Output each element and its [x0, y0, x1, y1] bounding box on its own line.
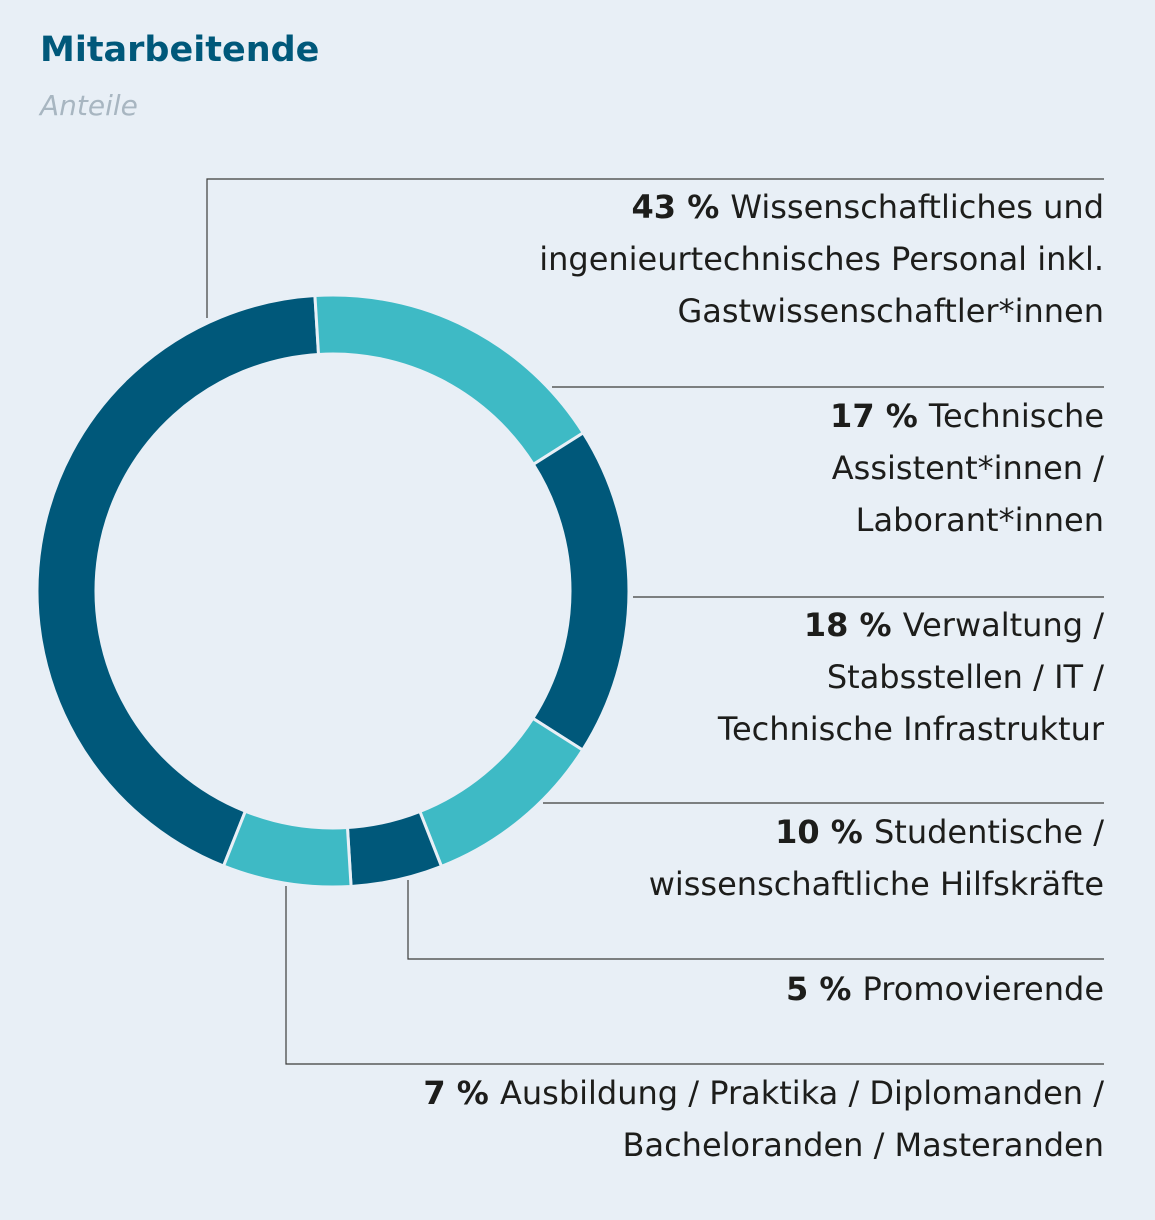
- slice-label-4-line-2: wissenschaftliche Hilfskräfte: [649, 865, 1104, 903]
- slice-label-3-line-1: 18 % Verwaltung /: [804, 606, 1104, 644]
- leader-line-1: [206, 178, 1104, 318]
- slice-label-4-line-1: 10 % Studentische /: [775, 813, 1104, 851]
- slice-label-1-line-2: ingenieurtechnisches Personal inkl.: [539, 240, 1104, 278]
- chart-title: Mitarbeitende: [40, 30, 319, 70]
- slice-percent-6: 7 %: [423, 1074, 500, 1112]
- slice-label-6-line-2: Bacheloranden / Masteranden: [623, 1126, 1105, 1164]
- slice-label-1-line-3: Gastwissenschaftler*innen: [677, 292, 1104, 330]
- chart-subtitle: Anteile: [38, 89, 138, 122]
- slice-label-3-line-3: Technische Infrastruktur: [717, 710, 1105, 748]
- slice-label-6-line-1: 7 % Ausbildung / Praktika / Diplomanden …: [423, 1074, 1104, 1112]
- slice-label-1-line-1: 43 % Wissenschaftliches und: [632, 188, 1104, 226]
- slice-percent-5: 5 %: [786, 970, 863, 1008]
- slice-label-5-line-1: 5 % Promovierende: [786, 970, 1104, 1008]
- slice-label-2-line-2: Assistent*innen /: [832, 449, 1104, 487]
- slice-label-2-line-1: 17 % Technische: [830, 397, 1104, 435]
- leader-line-5: [407, 880, 1104, 960]
- slice-labels: 43 % Wissenschaftliches und ingenieurtech…: [423, 188, 1104, 1164]
- slice-label-2-line-3: Laborant*innen: [856, 501, 1104, 539]
- donut-slice-1: [35, 293, 321, 868]
- slice-percent-1: 43 %: [632, 188, 731, 226]
- slice-percent-2: 17 %: [830, 397, 929, 435]
- slice-label-3-line-2: Stabsstellen / IT /: [827, 658, 1104, 696]
- donut-ring: [35, 293, 631, 889]
- donut-slice-3: [530, 430, 631, 753]
- leader-lines: [206, 178, 1104, 1065]
- slice-percent-3: 18 %: [804, 606, 903, 644]
- leader-line-6: [285, 886, 1104, 1065]
- donut-slice-4: [417, 716, 585, 869]
- donut-slice-2: [313, 293, 586, 467]
- slice-percent-4: 10 %: [775, 813, 874, 851]
- donut-slice-6: [221, 809, 353, 889]
